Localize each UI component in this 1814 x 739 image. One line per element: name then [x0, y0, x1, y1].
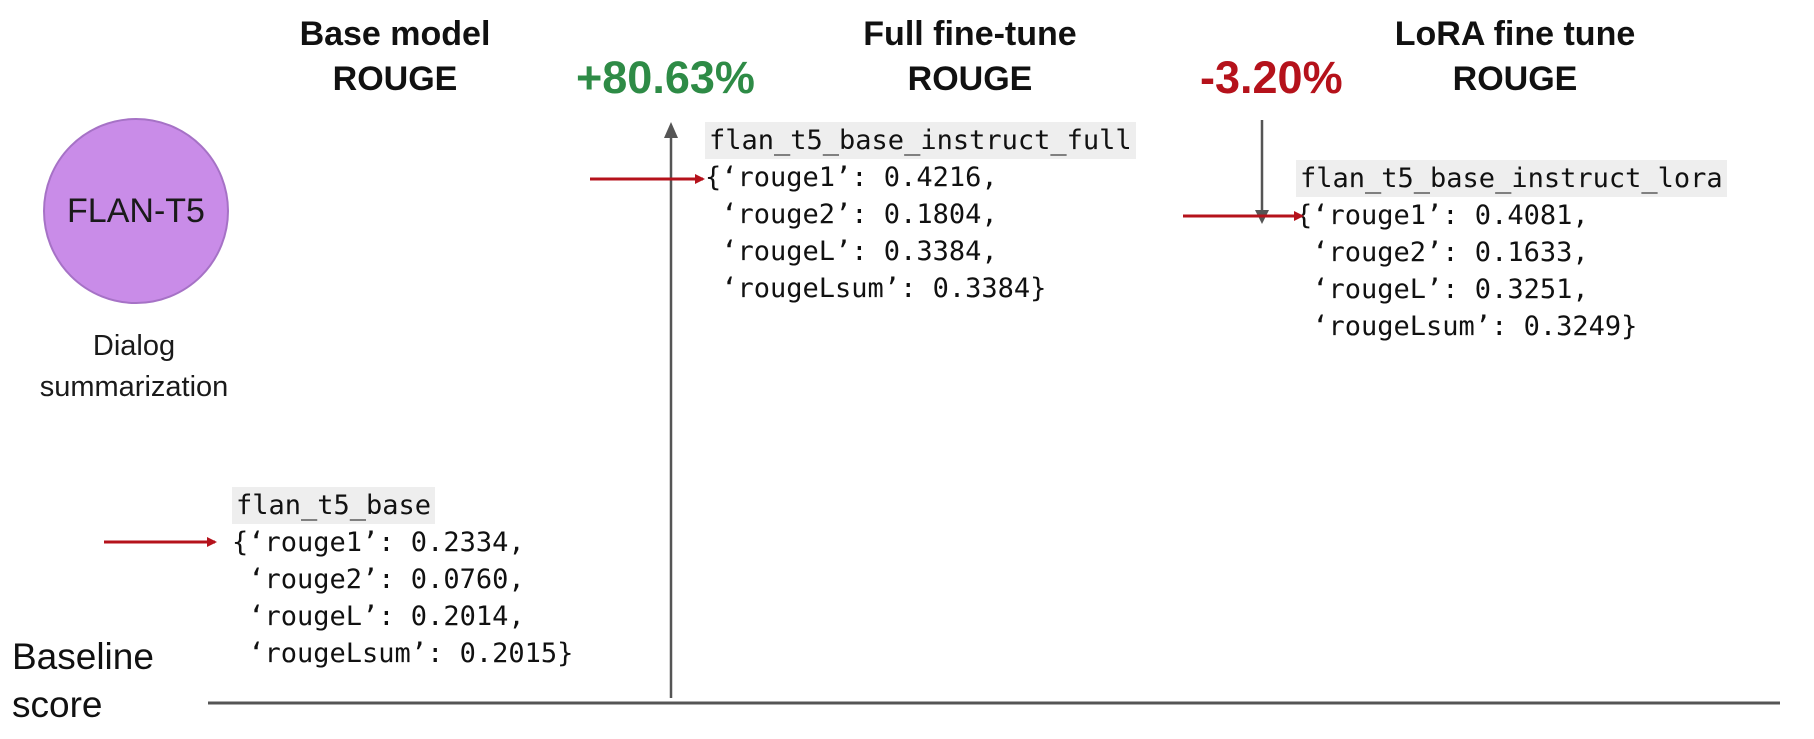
base-results-block: flan_t5_base {‘rouge1’: 0.2334, ‘rouge2’… — [232, 487, 573, 672]
header-base-line1: Base model — [299, 15, 491, 53]
task-caption: Dialog summarization — [0, 326, 268, 408]
flan-t5-circle: FLAN-T5 — [43, 118, 229, 304]
lora-change-percent: -3.20% — [1200, 52, 1343, 103]
header-full-finetune: Full fine-tune ROUGE — [810, 12, 1130, 102]
header-lora-line2: ROUGE — [1452, 60, 1578, 98]
task-line2: summarization — [39, 371, 229, 403]
header-base-model: Base model ROUGE — [240, 12, 550, 102]
full-rougeL: ‘rougeL’: 0.3384, — [705, 236, 998, 267]
full-rouge2: ‘rouge2’: 0.1804, — [705, 199, 998, 230]
header-base-line2: ROUGE — [332, 60, 458, 98]
base-rouge1: {‘rouge1’: 0.2334, — [232, 527, 525, 558]
lora-results-block: flan_t5_base_instruct_lora {‘rouge1’: 0.… — [1296, 160, 1727, 345]
full-rouge1: {‘rouge1’: 0.4216, — [705, 162, 998, 193]
lora-rougeL: ‘rougeL’: 0.3251, — [1296, 274, 1589, 305]
lora-rouge1: {‘rouge1’: 0.4081, — [1296, 200, 1589, 231]
improvement-arrow-head — [664, 122, 678, 138]
baseline-score-label: Baseline score — [12, 633, 154, 729]
full-change-percent: +80.63% — [576, 52, 755, 103]
task-line1: Dialog — [92, 330, 176, 362]
header-lora-line1: LoRA fine tune — [1394, 15, 1636, 53]
header-full-line2: ROUGE — [907, 60, 1033, 98]
base-rougeL: ‘rougeL’: 0.2014, — [232, 601, 525, 632]
header-lora-finetune: LoRA fine tune ROUGE — [1345, 12, 1685, 102]
full-rougeLsum: ‘rougeLsum’: 0.3384} — [705, 273, 1047, 304]
lora-rougeLsum: ‘rougeLsum’: 0.3249} — [1296, 311, 1638, 342]
baseline-line1: Baseline — [12, 636, 154, 677]
model-name: FLAN-T5 — [67, 191, 205, 230]
header-full-line1: Full fine-tune — [863, 15, 1077, 53]
base-model-id: flan_t5_base — [232, 487, 436, 524]
full-model-id: flan_t5_base_instruct_full — [705, 122, 1136, 159]
base-rouge2: ‘rouge2’: 0.0760, — [232, 564, 525, 595]
lora-model-id: flan_t5_base_instruct_lora — [1296, 160, 1727, 197]
lora-rouge2: ‘rouge2’: 0.1633, — [1296, 237, 1589, 268]
base-rougeLsum: ‘rougeLsum’: 0.2015} — [232, 638, 574, 669]
full-results-block: flan_t5_base_instruct_full {‘rouge1’: 0.… — [705, 122, 1136, 307]
baseline-line2: score — [12, 684, 103, 725]
